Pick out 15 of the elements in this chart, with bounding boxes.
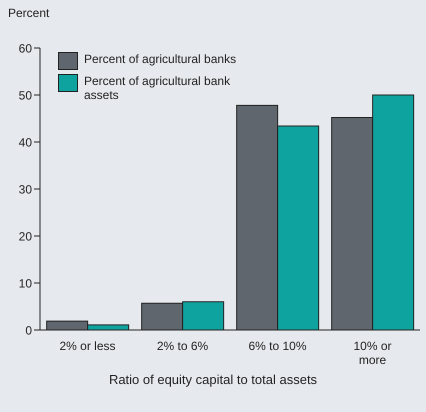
y-tick-label: 40 <box>18 135 32 150</box>
y-tick-label: 60 <box>18 41 32 56</box>
y-tick-label: 10 <box>18 276 32 290</box>
x-tick-label: 2% or less <box>59 339 116 353</box>
legend-label: Percent of agricultural bank assets <box>84 74 232 102</box>
y-tick-label: 20 <box>18 229 32 244</box>
legend-label: Percent of agricultural banks <box>84 52 238 66</box>
x-tick-label: 2% to 6% <box>156 339 209 353</box>
x-axis-title: Ratio of equity capital to total assets <box>108 372 318 387</box>
x-tick-label: 6% to 10% <box>248 339 307 353</box>
x-tick-label: 10% or more <box>353 339 392 367</box>
y-tick-label: 0 <box>25 323 32 338</box>
y-axis-title: Percent <box>8 6 50 20</box>
y-tick-label: 30 <box>18 182 32 196</box>
y-tick-label: 50 <box>18 88 32 102</box>
